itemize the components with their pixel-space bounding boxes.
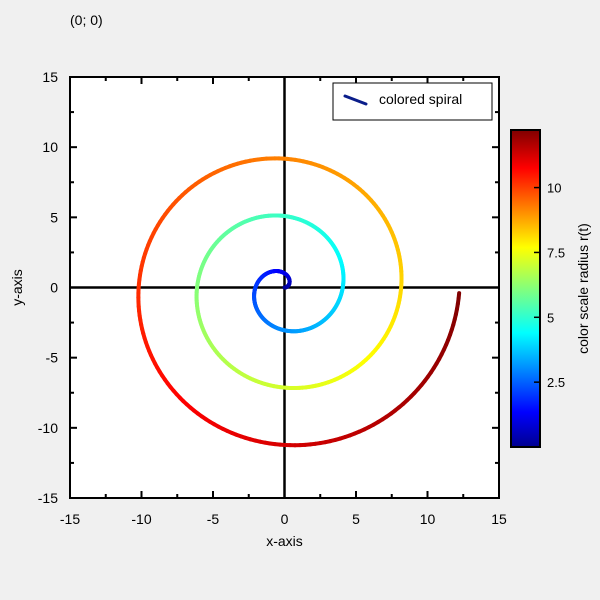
colorbar-gradient xyxy=(510,129,541,448)
y-tick-label: -15 xyxy=(38,490,58,506)
colorbar-label: color scale radius r(t) xyxy=(575,223,591,354)
legend-swatch xyxy=(343,94,368,106)
x-axis-label: x-axis xyxy=(266,533,303,549)
x-tick-label: 5 xyxy=(352,511,360,527)
x-tick-label: 15 xyxy=(491,511,507,527)
y-tick-labels: -15 -10 -5 0 5 10 15 xyxy=(38,69,58,506)
colorbar-tick-label: 5 xyxy=(547,310,554,325)
coordinate-readout: (0; 0) xyxy=(70,12,103,28)
y-tick-label: -5 xyxy=(46,350,59,366)
x-tick-labels: -15 -10 -5 0 5 10 15 xyxy=(60,511,507,527)
x-tick-label: -15 xyxy=(60,511,80,527)
colorbar-tick-label: 10 xyxy=(547,181,561,196)
legend-box xyxy=(332,82,493,121)
y-tick-label: 0 xyxy=(50,280,58,296)
x-tick-label: 10 xyxy=(420,511,436,527)
colorbar-tick-label: 2.5 xyxy=(547,375,565,390)
spiral-segment xyxy=(456,291,462,301)
plot-frame xyxy=(69,76,500,499)
colorbar-tick-label: 7.5 xyxy=(547,245,565,260)
colorbar-ticks: 2.5 5 7.5 10 xyxy=(534,181,565,390)
legend[interactable]: colored spiral xyxy=(332,82,493,121)
y-axis-label: y-axis xyxy=(9,269,25,306)
spiral-series xyxy=(136,156,462,448)
x-tick-label: -5 xyxy=(207,511,220,527)
y-tick-label: 15 xyxy=(42,69,58,85)
y-tick-label: 10 xyxy=(42,139,58,155)
legend-label: colored spiral xyxy=(379,91,462,107)
x-tick-label: -10 xyxy=(131,511,151,527)
y-tick-label: -10 xyxy=(38,420,58,436)
x-tick-label: 0 xyxy=(281,511,289,527)
colorbar: 2.5 5 7.5 10 color scale radius r(t) xyxy=(510,129,591,448)
y-tick-label: 5 xyxy=(50,209,58,225)
